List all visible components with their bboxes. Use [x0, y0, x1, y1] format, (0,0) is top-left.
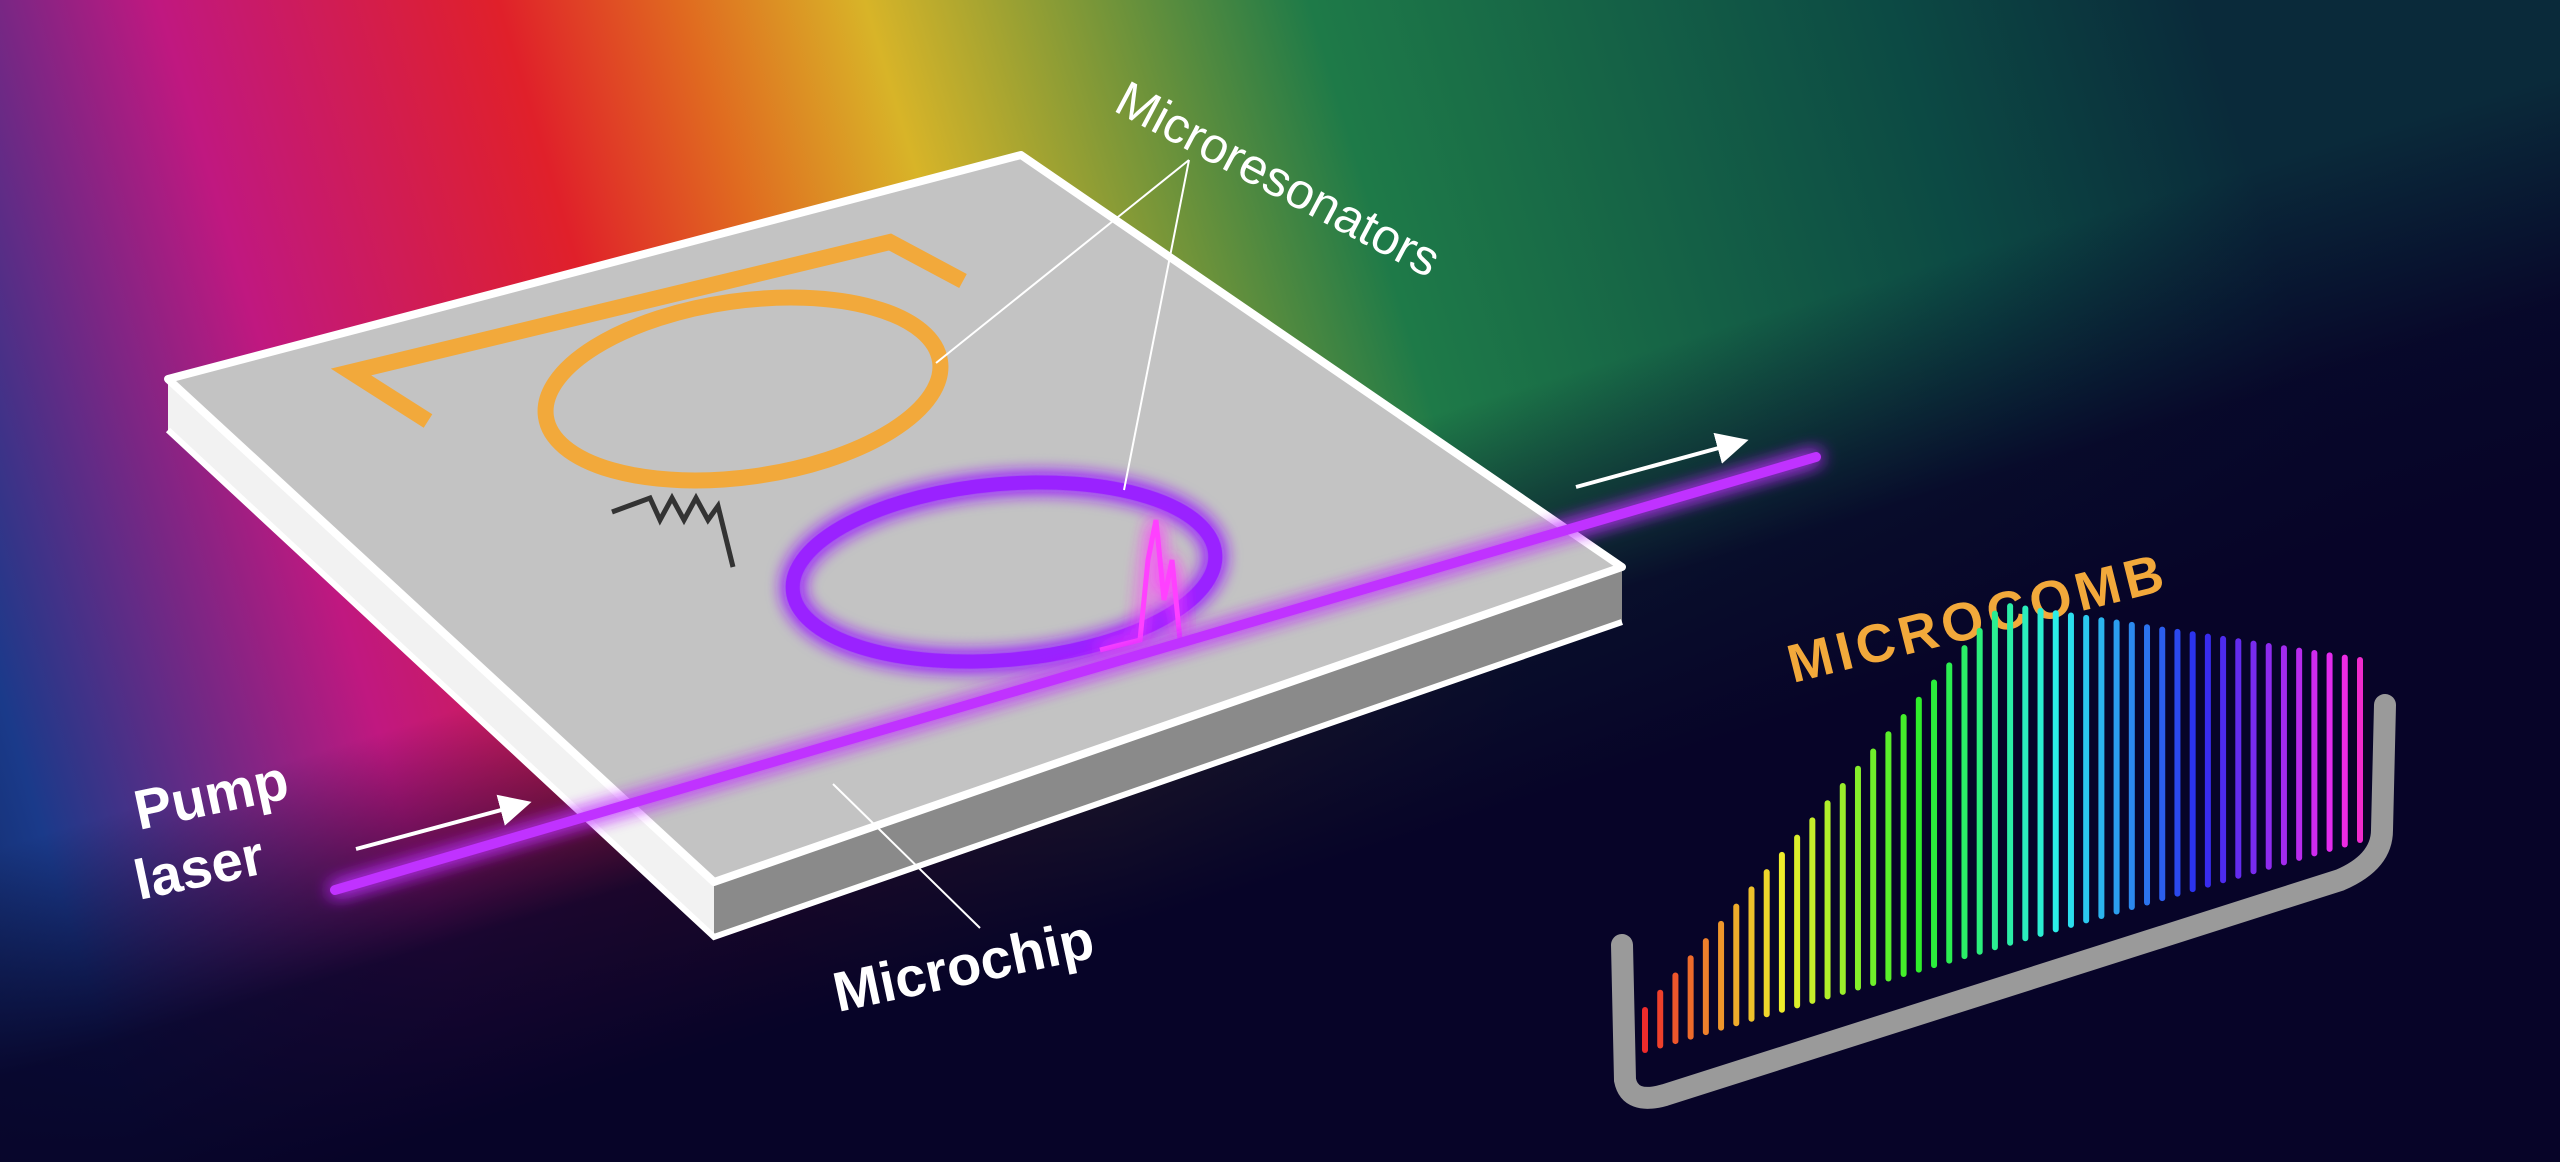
- leader-line: [935, 159, 1190, 364]
- bus-waveguide: [330, 452, 1821, 895]
- microchip: [164, 151, 1626, 941]
- orange-waveguide: [330, 233, 967, 428]
- heater-icon: [611, 492, 736, 568]
- output-arrow: [1575, 432, 1749, 489]
- soliton-pulse: [1099, 519, 1183, 653]
- purple-ring: [785, 475, 1223, 669]
- orange-ring: [537, 289, 949, 489]
- chip-edge: [165, 427, 1623, 941]
- comb-body: [1611, 694, 2396, 1109]
- leader-line: [1123, 159, 1190, 491]
- leader-line: [832, 783, 981, 929]
- chip-side-right: [714, 567, 1622, 937]
- chip-top: [164, 151, 1626, 886]
- microcomb: [1611, 603, 2396, 1109]
- input-arrow: [355, 794, 532, 851]
- chip-side-left: [168, 379, 714, 937]
